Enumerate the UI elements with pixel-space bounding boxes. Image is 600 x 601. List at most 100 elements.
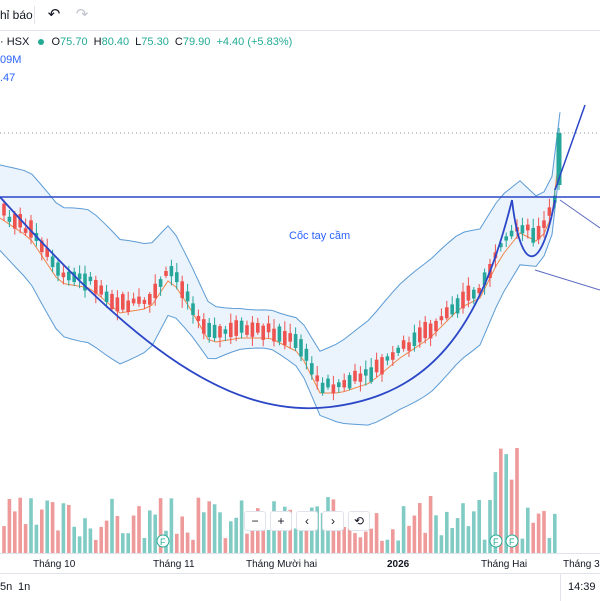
time-axis[interactable]: Tháng 10 Tháng 11 Tháng Mười hai 2026 Th… [0,553,600,574]
zoom-out-button[interactable]: − [244,511,266,531]
top-toolbar: hỉ báo ↶ ↷ [0,0,600,31]
event-marker-label: F [160,537,166,547]
volume-bar [277,529,282,553]
volume-bar [104,520,109,553]
volume-bar [185,532,190,553]
zoom-in-button[interactable]: + [270,511,292,531]
redo-icon[interactable]: ↷ [75,6,89,23]
candle-body [401,340,406,349]
indicators-button[interactable]: hỉ báo [0,8,33,22]
candle-body [67,271,71,281]
candle-body [320,382,325,394]
candle-body [239,320,244,333]
candle-body [196,315,201,322]
volume-bar [401,506,406,553]
volume-bar [131,515,136,553]
candle-body [83,273,87,291]
range-1d-button[interactable]: 1n [18,581,31,593]
volume-bar [455,518,460,553]
undo-icon[interactable]: ↶ [47,6,61,23]
volume-bar [428,496,433,553]
candle-body [380,357,384,375]
candle-body [396,347,400,353]
time-label-mar: Tháng 3 [563,559,600,570]
volume-bar [245,533,249,553]
candle-body [23,228,28,233]
symbol-label[interactable]: · HSX [0,36,30,48]
candle-body [148,294,152,305]
volume-bar [542,511,546,553]
candle-body [212,324,217,339]
candle-body [326,378,330,388]
volume-bar [450,528,454,553]
candle-body [202,319,206,334]
candle-body [407,342,411,351]
scroll-left-button[interactable]: ‹ [296,511,318,531]
volume-bar [466,526,471,553]
volume-bar [288,509,292,553]
volume-bar [520,538,525,553]
candle-body [99,285,103,295]
volume-bar [137,506,141,553]
candle-body [245,325,249,335]
volume-bar [191,539,195,553]
candle-body [142,299,147,304]
candle-body [131,298,136,304]
candle-body [218,326,222,338]
candle-body [72,271,76,283]
candle-body [56,262,60,276]
candle-body [536,225,541,240]
candle-body [40,240,44,253]
scroll-right-button[interactable]: › [322,511,344,531]
candle-body [304,348,309,361]
volume-bar [180,516,184,553]
volume-bar [207,501,211,553]
event-marker [505,534,519,548]
volume-bar [115,515,120,553]
volume-bar [358,537,363,553]
volume-bar [229,521,233,553]
volume-bar [126,533,130,553]
candle-body [374,359,379,373]
candle-body [553,195,557,203]
volume-bar [153,514,157,553]
market-status-dot [38,39,45,46]
volume-bar [418,503,422,553]
candle-body [358,373,363,382]
candle-body [2,203,6,216]
high-key: H [93,36,102,48]
volume-bar [266,529,271,553]
volume-bar [261,526,265,553]
low-key: L [135,36,142,48]
range-5d-button[interactable]: 5n [0,581,13,593]
bollinger-fill [0,112,560,426]
bollinger-indicator-value: .47 [0,72,16,84]
time-label-nov: Tháng 11 [153,559,195,570]
volume-bar [202,512,206,553]
event-marker [156,534,170,548]
candle-body [229,322,233,338]
time-label-2026: 2026 [387,559,410,570]
candle-body [164,271,168,276]
bollinger-upper [0,112,561,352]
volume-indicator-value: 09M [0,54,22,66]
volume-bar [50,502,55,553]
candle-body [466,285,471,301]
volume-bar [407,525,411,553]
volume-bar [434,515,438,553]
reset-chart-button[interactable]: ⟲ [348,511,370,531]
volume-bar [493,472,498,553]
candle-body [556,133,562,185]
moving-average-line [0,147,561,394]
volume-bar [320,513,325,553]
candle-body [77,273,82,280]
candle-body [256,322,260,333]
open-value: 75.70 [60,36,88,48]
bottom-divider [560,574,561,601]
candle-body [234,320,238,336]
volume-bar [369,528,373,553]
volume-bar [488,500,492,553]
volume-bar [158,498,163,553]
bollinger-lower [0,164,561,426]
